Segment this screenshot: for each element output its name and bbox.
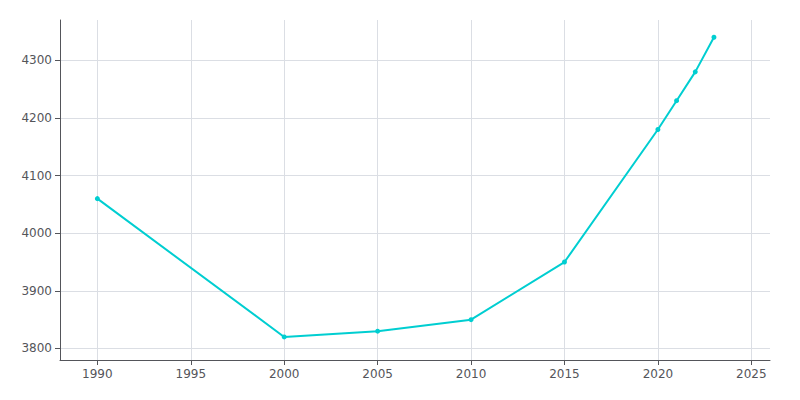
- svg-text:3800: 3800: [21, 341, 52, 355]
- svg-text:4000: 4000: [21, 226, 52, 240]
- svg-text:1990: 1990: [82, 367, 113, 381]
- svg-text:4200: 4200: [21, 111, 52, 125]
- svg-text:3900: 3900: [21, 284, 52, 298]
- svg-text:2010: 2010: [456, 367, 487, 381]
- svg-text:4300: 4300: [21, 53, 52, 67]
- svg-text:2020: 2020: [643, 367, 674, 381]
- svg-text:2005: 2005: [362, 367, 393, 381]
- svg-text:4100: 4100: [21, 169, 52, 183]
- svg-text:2000: 2000: [269, 367, 300, 381]
- svg-text:2025: 2025: [736, 367, 767, 381]
- svg-text:1995: 1995: [176, 367, 207, 381]
- svg-text:2015: 2015: [549, 367, 580, 381]
